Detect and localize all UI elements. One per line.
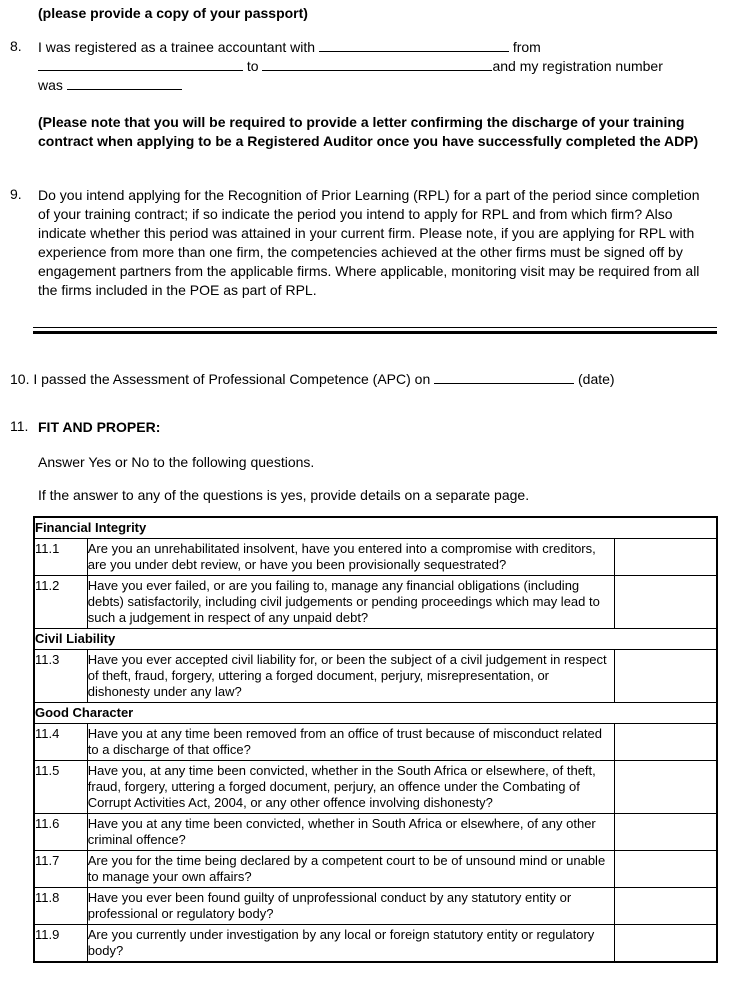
table-question-row: 11.2 Have you ever failed, or are you fai… [33, 575, 718, 629]
table-question-row: 11.7 Are you for the time being declared … [33, 850, 718, 888]
question-text: Have you at any time been convicted, whe… [86, 813, 615, 851]
table-question-row: 11.5 Have you, at any time been convicted… [33, 760, 718, 814]
table-question-row: 11.1 Are you an unrehabilitated insolvent… [33, 538, 718, 576]
question-text: Have you ever accepted civil liability f… [86, 649, 615, 703]
answer-cell[interactable] [613, 924, 718, 963]
question-number: 11.3 [33, 649, 88, 703]
passport-note-row: (please provide a copy of your passport) [0, 4, 746, 23]
item-11-number: 11. [10, 418, 29, 434]
apc-date-blank-line[interactable] [434, 370, 575, 384]
registration-number-blank-line[interactable] [66, 76, 182, 90]
table-section-row: Financial Integrity [33, 516, 718, 539]
table-section-row: Civil Liability [33, 628, 718, 650]
item-8-line1-from: from [512, 39, 541, 55]
question-number: 11.4 [33, 723, 88, 761]
item-8-note-row: (Please note that you will be required t… [0, 113, 746, 151]
answer-cell[interactable] [613, 760, 718, 814]
item-11-heading: 11. FIT AND PROPER: [0, 418, 746, 437]
item-10-date-label: (date) [578, 371, 615, 387]
answer-cell[interactable] [613, 723, 718, 761]
item-9-text: Do you intend applying for the Recogniti… [38, 187, 700, 298]
table-question-row: 11.6 Have you at any time been convicted,… [33, 813, 718, 851]
fit-and-proper-title: FIT AND PROPER: [38, 419, 161, 435]
answer-cell[interactable] [613, 850, 718, 888]
item-11-instruction-1-row: Answer Yes or No to the following questi… [0, 453, 746, 472]
question-number: 11.2 [33, 575, 88, 629]
question-number: 11.1 [33, 538, 88, 576]
table-question-row: 11.9 Are you currently under investigatio… [33, 924, 718, 963]
table-question-row: 11.3 Have you ever accepted civil liabili… [33, 649, 718, 703]
table-question-row: 11.8 Have you ever been found guilty of u… [33, 887, 718, 925]
item-11-instruction-2-row: If the answer to any of the questions is… [0, 486, 746, 505]
item-9-number: 9. [10, 186, 22, 202]
table-section-row: Good Character [33, 702, 718, 724]
date-to-blank-line[interactable] [262, 57, 493, 71]
answer-cell[interactable] [613, 813, 718, 851]
fit-proper-table-body: Financial Integrity 11.1 Are you an unreha… [33, 516, 718, 963]
passport-note: (please provide a copy of your passport) [38, 5, 308, 21]
separate-page-instruction: If the answer to any of the questions is… [38, 487, 530, 503]
question-number: 11.9 [33, 924, 88, 963]
question-text: Have you at any time been removed from a… [86, 723, 615, 761]
item-9: 9. Do you intend applying for the Recogn… [0, 186, 746, 300]
answer-cell[interactable] [613, 575, 718, 629]
item-10-text: I passed the Assessment of Professional … [33, 371, 431, 387]
question-text: Have you, at any time been convicted, wh… [86, 760, 615, 814]
section-label: Financial Integrity [33, 516, 718, 539]
item-8: 8. I was registered as a trainee account… [0, 38, 746, 95]
discharge-letter-note: (Please note that you will be required t… [38, 114, 699, 149]
question-number: 11.6 [33, 813, 88, 851]
question-text: Are you an unrehabilitated insolvent, ha… [86, 538, 615, 576]
item-10: 10. I passed the Assessment of Professio… [10, 370, 736, 389]
answer-yes-no-instruction: Answer Yes or No to the following questi… [38, 454, 315, 470]
question-number: 11.8 [33, 887, 88, 925]
fit-proper-table: Financial Integrity 11.1 Are you an unreha… [33, 516, 718, 963]
question-text: Are you for the time being declared by a… [86, 850, 615, 888]
item-8-line2-to: to [246, 58, 259, 74]
question-number: 11.5 [33, 760, 88, 814]
section-label: Civil Liability [33, 628, 718, 650]
question-text: Have you ever been found guilty of unpro… [86, 887, 615, 925]
item-8-line2-text: and my registration number [492, 58, 663, 74]
question-number: 11.7 [33, 850, 88, 888]
section-label: Good Character [33, 702, 718, 724]
question-text: Are you currently under investigation by… [86, 924, 615, 963]
item-8-line1-text: I was registered as a trainee accountant… [38, 39, 316, 55]
date-from-blank-line[interactable] [38, 57, 243, 71]
answer-cell[interactable] [613, 538, 718, 576]
answer-cell[interactable] [613, 649, 718, 703]
question-text: Have you ever failed, or are you failing… [86, 575, 615, 629]
firm-name-blank-line[interactable] [318, 38, 509, 52]
item-8-line3-was: was [38, 77, 63, 93]
section-divider-rule [33, 327, 717, 334]
item-10-number: 10. [10, 371, 30, 387]
item-8-number: 8. [10, 38, 22, 54]
item-8-body: I was registered as a trainee accountant… [38, 38, 713, 95]
table-question-row: 11.4 Have you at any time been removed fr… [33, 723, 718, 761]
answer-cell[interactable] [613, 887, 718, 925]
